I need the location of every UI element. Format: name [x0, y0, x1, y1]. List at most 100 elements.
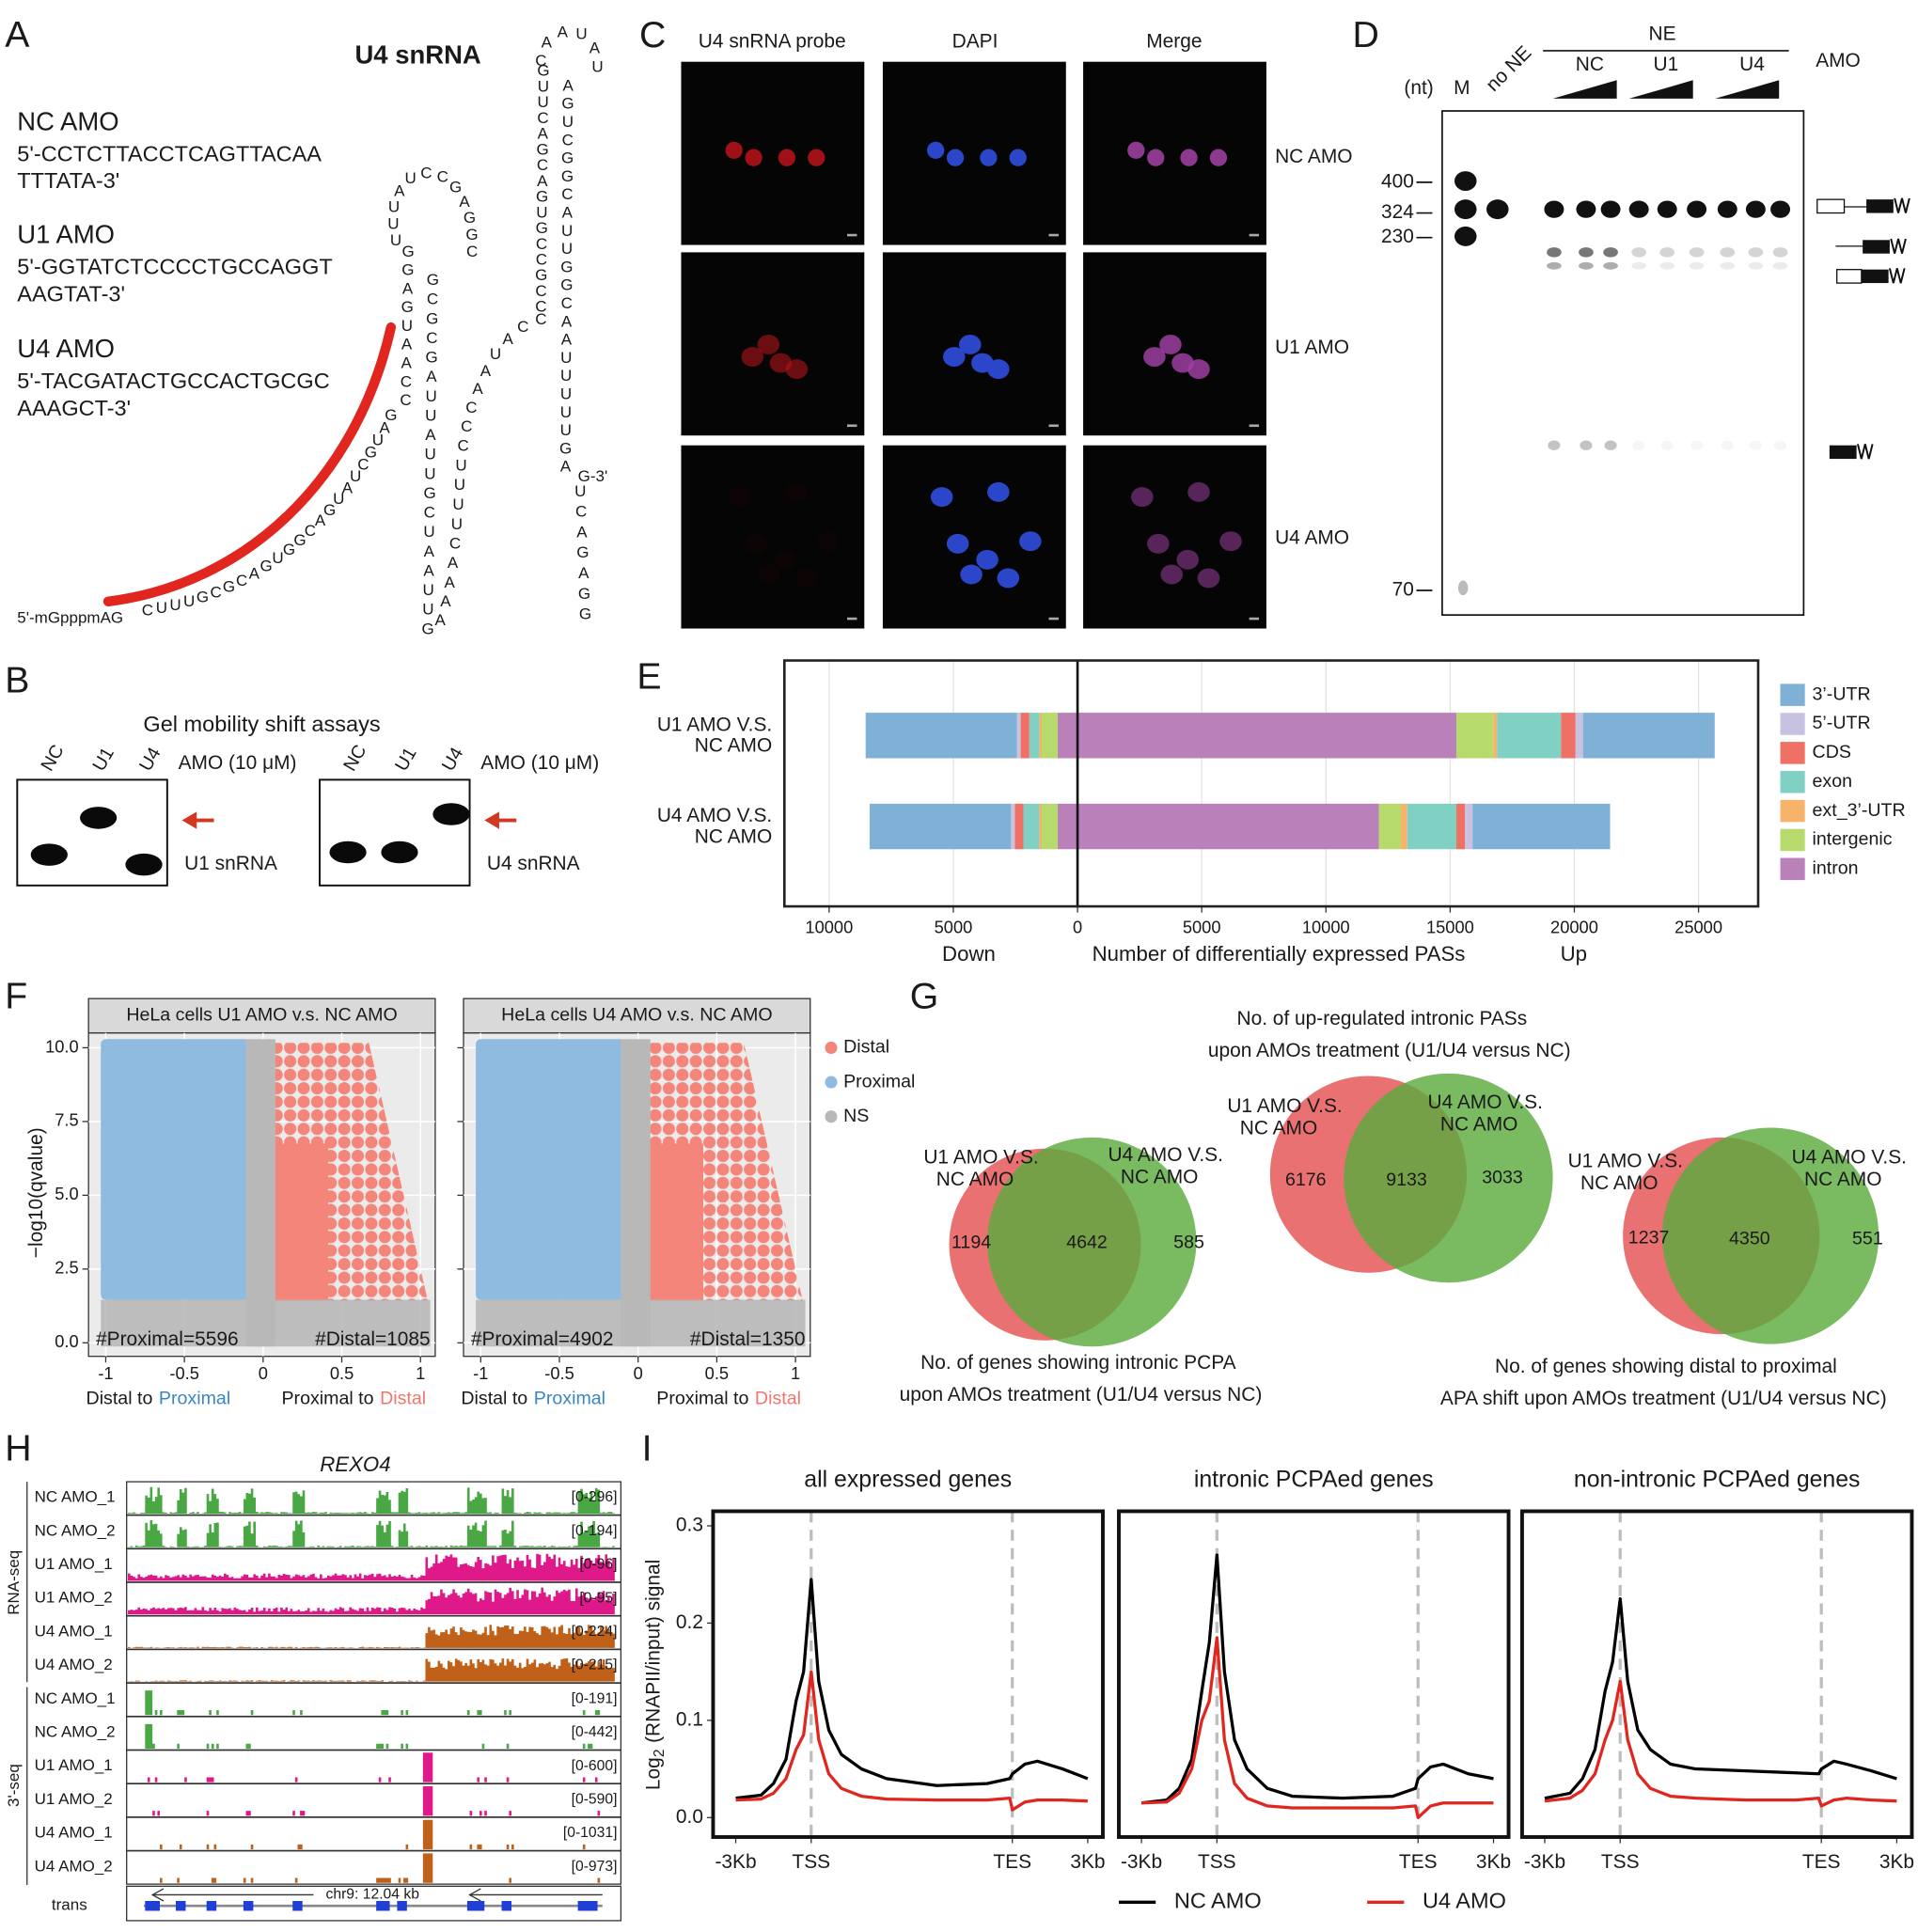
venn-count: 1237 — [1628, 1227, 1670, 1248]
x-tick-label: 10000 — [1302, 917, 1350, 936]
scale-bar — [1048, 233, 1059, 237]
panel-letter: E — [637, 656, 661, 698]
bar-segment — [1407, 803, 1456, 850]
track-label: U4 AMO_1 — [35, 1622, 113, 1640]
distal-core — [273, 1143, 329, 1301]
proximal-cloud — [101, 1039, 251, 1300]
label-part: Proximal to — [656, 1389, 748, 1409]
row-label: U1 AMO — [1275, 337, 1349, 358]
bar-segment — [1561, 713, 1576, 759]
subgroup-label: U4 — [1739, 54, 1765, 75]
set-label: U4 AMO V.S. — [1427, 1092, 1542, 1113]
legend-label: exon — [1813, 771, 1853, 792]
cell — [757, 335, 780, 354]
gel-band — [1454, 199, 1477, 220]
annotation: #Proximal=5596 — [96, 1328, 239, 1350]
set-label: NC AMO — [1804, 1169, 1881, 1190]
venn-caption: upon AMOs treatment (U1/U4 versus NC) — [900, 1384, 1263, 1406]
exon — [577, 1901, 598, 1911]
x-tick-label: 0 — [634, 1363, 643, 1383]
bar-segment — [1042, 803, 1058, 850]
gel-band — [1720, 261, 1736, 270]
cell — [1147, 149, 1165, 166]
gel-band — [1689, 247, 1705, 258]
track-label: U1 AMO_2 — [35, 1589, 113, 1607]
x-tick-label: 1 — [791, 1363, 800, 1383]
gel-band — [1748, 261, 1764, 270]
x-tick-label: -0.5 — [169, 1363, 199, 1383]
gel-band — [329, 840, 367, 864]
venn-right — [987, 1137, 1197, 1347]
column-label: Merge — [1146, 30, 1202, 52]
gel-band — [1720, 247, 1736, 258]
chart-title: non-intronic PCPAed genes — [1574, 1467, 1861, 1492]
cell — [778, 149, 796, 166]
bar-segment — [1077, 713, 1456, 759]
y-tick-label: 5.0 — [55, 1184, 78, 1203]
track-range: [0-600] — [572, 1758, 618, 1774]
gel-band — [1659, 247, 1675, 258]
label-part: Proximal to — [281, 1389, 373, 1409]
cell — [959, 335, 982, 354]
rna-sequence: AAAACUUUUCCCAAUACC — [434, 310, 546, 629]
unit-label: (nt) — [1404, 77, 1433, 99]
legend-label: Distal — [843, 1037, 889, 1058]
cell — [1209, 149, 1228, 166]
micrograph — [681, 61, 865, 245]
plot-area — [713, 1511, 1103, 1837]
exon — [145, 1901, 160, 1911]
legend-label: 3’-UTR — [1813, 683, 1871, 704]
cell — [976, 549, 998, 570]
gel-band — [1454, 226, 1477, 246]
track-range: [0-973] — [572, 1859, 618, 1875]
cell — [741, 347, 764, 367]
label-part: Distal to — [461, 1389, 527, 1409]
exon — [466, 1901, 485, 1911]
venn-count: 4350 — [1729, 1229, 1770, 1249]
venn-count: 585 — [1173, 1233, 1204, 1253]
rna-sequence: UCAGAGG — [574, 482, 591, 623]
amo-name: U1 AMO — [17, 220, 115, 249]
bar-segment — [1378, 803, 1402, 850]
set-label: U1 AMO V.S. — [1227, 1095, 1342, 1117]
x-tick-label: 0 — [259, 1363, 268, 1383]
x-axis-label: Proximal to Distal — [281, 1389, 426, 1409]
cell — [1143, 347, 1166, 367]
ns-floor — [476, 1299, 806, 1347]
cell — [1127, 141, 1145, 159]
y-tick-label: 0.1 — [676, 1708, 703, 1730]
size-marker: 400 — [1381, 170, 1414, 192]
gel-band — [1745, 200, 1766, 218]
track-label: NC AMO_2 — [35, 1722, 116, 1740]
set-label: NC AMO — [1121, 1167, 1198, 1188]
line — [1544, 1596, 1897, 1800]
label-highlight: Distal — [755, 1389, 801, 1409]
cell — [1131, 487, 1154, 508]
panel-title: Gel mobility shift assays — [143, 712, 380, 736]
set-label: U1 AMO V.S. — [923, 1147, 1038, 1169]
exon-open — [1816, 198, 1846, 214]
category-label: NC AMO — [695, 825, 772, 847]
lane-label: U1 — [391, 744, 421, 775]
cell — [997, 568, 1020, 589]
y-tick-label: 0.0 — [676, 1806, 703, 1828]
exon — [1829, 445, 1857, 460]
cell — [1187, 481, 1210, 502]
track-label: U1 AMO_1 — [35, 1555, 113, 1573]
exon — [1863, 240, 1890, 254]
axis-label: Down — [942, 942, 996, 966]
x-tick-label: 25000 — [1674, 917, 1722, 936]
gel-band — [1632, 440, 1645, 450]
panel-letter: B — [5, 659, 29, 700]
venn-caption: No. of genes showing intronic PCPA — [920, 1352, 1236, 1374]
bar-segment — [1042, 713, 1058, 759]
size-marker: 324 — [1381, 201, 1414, 223]
scale-bar — [1048, 424, 1059, 428]
track-label: NC AMO_1 — [35, 1689, 116, 1707]
track-label: U4 AMO_1 — [35, 1824, 113, 1842]
coverage — [128, 1553, 615, 1581]
size-marker: 70 — [1392, 579, 1414, 601]
track-frame — [126, 1850, 622, 1885]
cell — [980, 149, 998, 166]
x-tick-label: -3Kb — [1121, 1851, 1162, 1873]
